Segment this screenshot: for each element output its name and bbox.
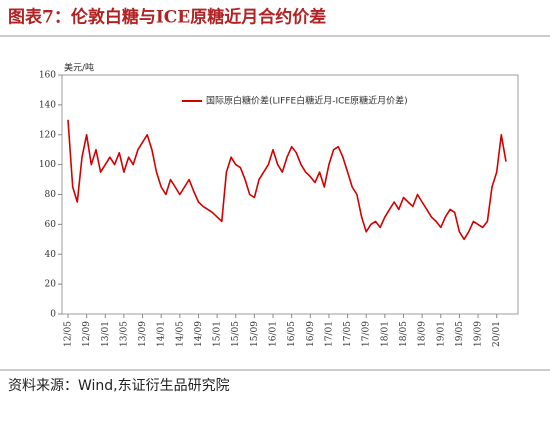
x-tick-label: 17/01 <box>324 321 334 347</box>
x-tick-label: 17/09 <box>362 321 372 347</box>
x-tick-label: 19/01 <box>436 321 446 347</box>
x-tick-label: 16/05 <box>287 321 297 347</box>
x-tick-label: 16/01 <box>269 321 279 347</box>
x-tick-label: 13/01 <box>101 321 111 347</box>
x-tick-label: 20/01 <box>492 321 502 347</box>
x-tick-label: 13/09 <box>138 321 148 347</box>
x-tick-label: 15/09 <box>250 321 260 347</box>
y-tick-label: 160 <box>39 71 56 81</box>
x-tick-label: 19/05 <box>455 321 465 347</box>
y-tick-label: 80 <box>45 190 57 200</box>
series-line <box>67 119 507 241</box>
y-tick-label: 100 <box>39 160 56 170</box>
source: 资料来源：Wind,东证衍生品研究院 <box>8 378 230 394</box>
x-tick-label: 17/05 <box>343 321 353 347</box>
x-tick-label: 18/01 <box>380 321 390 347</box>
x-tick-label: 18/05 <box>399 321 409 347</box>
x-tick-label: 12/09 <box>82 321 92 347</box>
x-tick-label: 14/05 <box>175 321 185 347</box>
y-tick-label: 40 <box>45 250 57 260</box>
y-tick-label: 20 <box>45 280 57 290</box>
x-tick-label: 13/05 <box>119 321 129 347</box>
x-tick-label: 18/09 <box>418 321 428 347</box>
plot-frame <box>61 74 519 315</box>
y-tick-label: 120 <box>39 130 56 140</box>
x-tick-label: 14/09 <box>194 321 204 347</box>
y-tick-label: 60 <box>45 220 57 230</box>
x-tick-label: 19/09 <box>474 321 484 347</box>
y-unit: 美元/吨 <box>64 62 94 74</box>
legend-label: 国际原白糖价差(LIFFE白糖近月-ICE原糖近月价差) <box>206 95 408 107</box>
x-tick-label: 15/01 <box>213 321 223 347</box>
x-tick-label: 12/05 <box>64 321 74 347</box>
x-tick-label: 16/09 <box>306 321 316 347</box>
x-tick-label: 15/05 <box>231 321 241 347</box>
y-tick-label: 140 <box>39 100 56 110</box>
x-tick-label: 14/01 <box>157 321 167 347</box>
y-tick-label: 0 <box>50 310 56 320</box>
chart-title: 图表7：伦敦白糖与ICE原糖近月合约价差 <box>8 7 326 28</box>
